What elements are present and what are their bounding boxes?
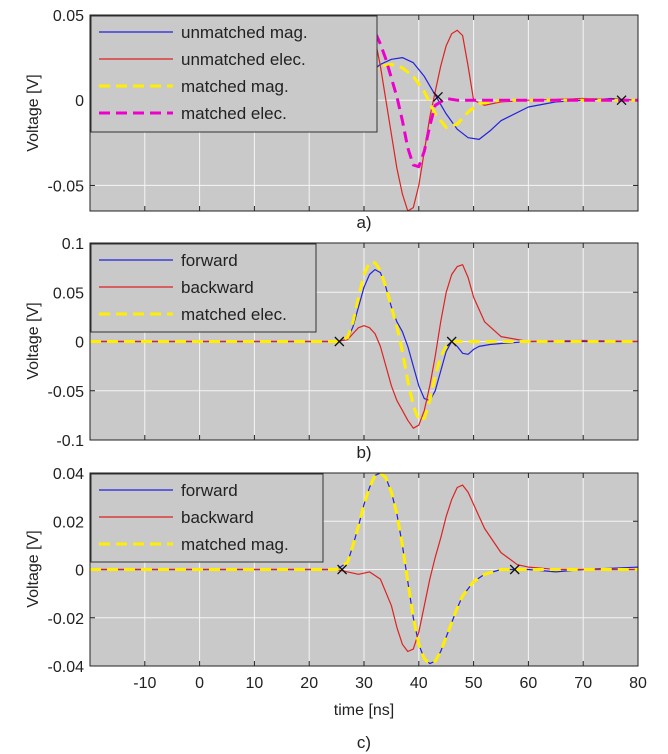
legend-label: matched mag.: [181, 535, 289, 554]
y-tick-label: -0.04: [48, 659, 85, 676]
legend-label: unmatched mag.: [181, 23, 308, 42]
axes-box: [89, 472, 639, 667]
y-tick-label: -0.1: [56, 433, 84, 450]
legend: forward backward matched elec.: [90, 243, 317, 333]
y-tick-label: 0.05: [53, 8, 84, 25]
x-marker: [433, 91, 443, 102]
legend-label: forward: [181, 481, 238, 500]
legend-label: matched mag.: [181, 77, 289, 96]
panel-label: c): [357, 733, 371, 752]
y-tick-label: -0.05: [48, 384, 85, 401]
y-tick-label: 0: [75, 335, 84, 352]
series-line-2: [90, 484, 638, 653]
x-tick-label: 40: [410, 675, 428, 692]
legend-box: [90, 473, 324, 563]
legend-label: backward: [181, 508, 254, 527]
y-tick-label: 0: [75, 563, 84, 580]
axes-box: [89, 242, 639, 441]
chart-panel-3: 0.04 0.02 0 -0.02 -0.04 -10 0 10 20 30 40 50 60 70 80 V…: [25, 466, 647, 752]
x-marker: [509, 564, 520, 575]
y-axis-label: Voltage [V]: [25, 530, 42, 607]
series-line-3: [90, 261, 638, 422]
x-tick-label: 50: [465, 675, 483, 692]
chart-panel-2: 0.1 0.05 0 -0.05 -0.1 Voltage [V] b) forward bac…: [25, 236, 639, 462]
x-tick-label: 10: [246, 675, 264, 692]
y-tick-label: 0.02: [53, 514, 84, 531]
x-tick-label: 0: [195, 675, 204, 692]
x-marker: [446, 336, 457, 347]
x-marker: [616, 95, 627, 106]
axes-box: [89, 14, 639, 212]
series-group: [90, 261, 638, 429]
y-tick-label: -0.02: [48, 611, 85, 628]
y-tick-label: 0: [75, 93, 84, 110]
series-line-3: [90, 473, 638, 666]
legend-label: forward: [181, 251, 238, 270]
x-tick-label: 80: [629, 675, 647, 692]
legend-label: matched elec.: [181, 104, 287, 123]
legend-label: matched elec.: [181, 305, 287, 324]
x-tick-label: -10: [133, 675, 156, 692]
legend-box: [90, 243, 317, 333]
y-tick-label: 0.1: [62, 236, 84, 253]
series-line-2: [90, 264, 638, 429]
y-tick-label: 0.05: [53, 285, 84, 302]
panel-label: b): [356, 443, 371, 462]
legend-label: unmatched elec.: [181, 50, 306, 69]
x-tick-label: 30: [355, 675, 373, 692]
y-tick-label: 0.04: [53, 466, 84, 483]
legend: forward backward matched mag.: [90, 473, 324, 563]
panel-label: a): [356, 213, 371, 232]
series-line-1: [90, 269, 638, 402]
series-group: [90, 473, 638, 666]
legend: unmatched mag. unmatched elec. matched mag…: [90, 15, 378, 133]
x-tick-label: 60: [520, 675, 538, 692]
x-marker: [334, 336, 345, 347]
y-axis-label: Voltage [V]: [25, 74, 42, 151]
x-marker: [337, 564, 348, 575]
y-axis-label: Voltage [V]: [25, 302, 42, 379]
x-axis-label: time [ns]: [334, 702, 394, 719]
x-tick-label: 70: [574, 675, 592, 692]
y-tick-label: -0.05: [48, 178, 85, 195]
legend-label: backward: [181, 278, 254, 297]
x-tick-label: 20: [300, 675, 318, 692]
